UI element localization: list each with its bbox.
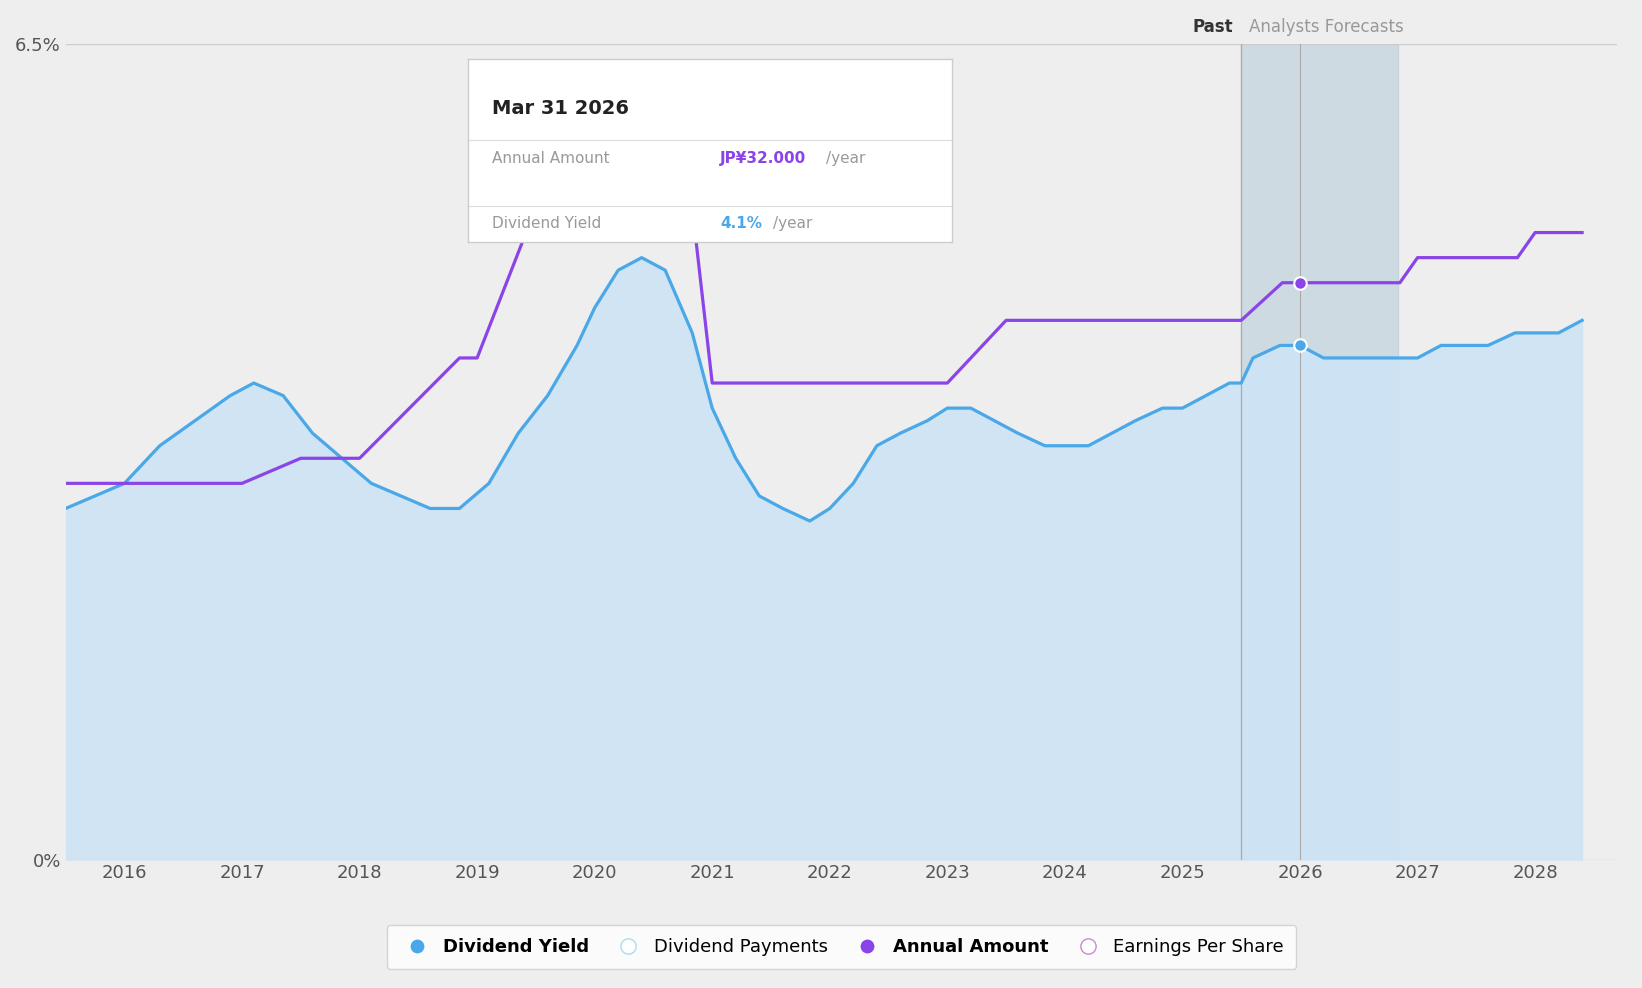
Text: Past: Past	[1192, 19, 1233, 37]
Text: Analysts Forecasts: Analysts Forecasts	[1250, 19, 1404, 37]
Text: /year: /year	[773, 216, 813, 231]
Text: 4.1%: 4.1%	[719, 216, 762, 231]
Text: JP¥32.000: JP¥32.000	[719, 151, 806, 166]
Text: /year: /year	[826, 151, 865, 166]
Text: Annual Amount: Annual Amount	[493, 151, 609, 166]
Text: Mar 31 2026: Mar 31 2026	[493, 100, 629, 119]
Bar	[1241, 44, 1397, 860]
Legend: Dividend Yield, Dividend Payments, Annual Amount, Earnings Per Share: Dividend Yield, Dividend Payments, Annua…	[386, 926, 1297, 968]
Text: Dividend Yield: Dividend Yield	[493, 216, 601, 231]
